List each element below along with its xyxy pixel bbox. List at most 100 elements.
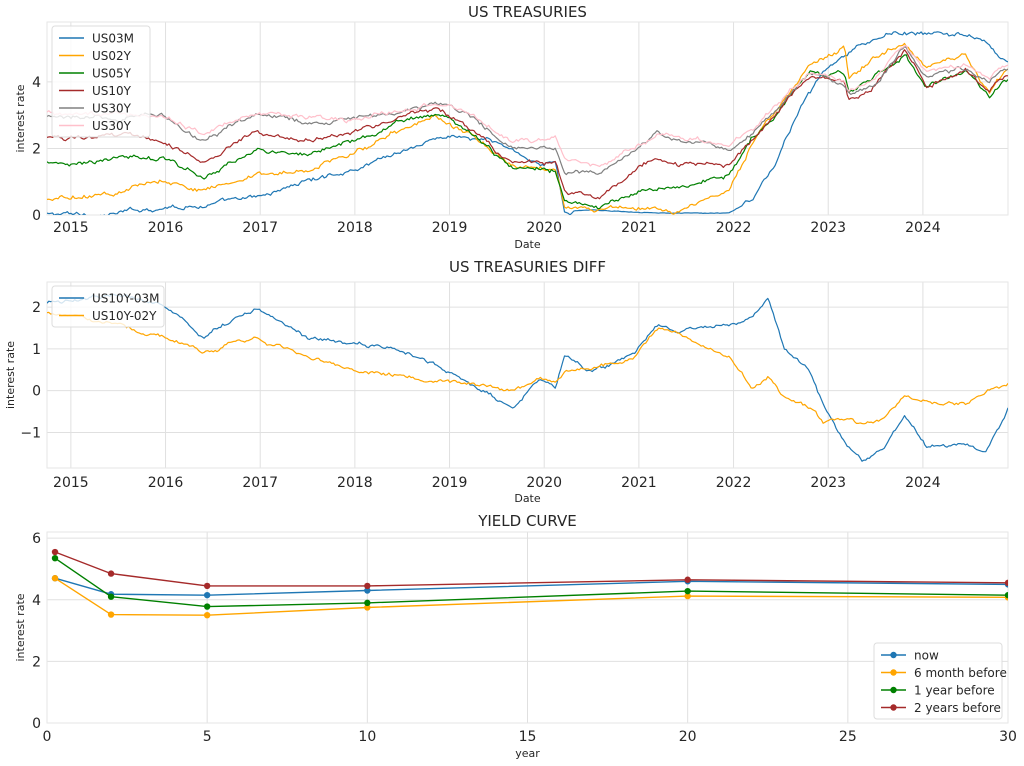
series-line-us05y	[47, 54, 1008, 210]
x-tick-label: 2015	[53, 475, 89, 491]
y-axis-label: interest rate	[4, 341, 17, 409]
data-point	[107, 611, 115, 618]
legend-label: US30Y	[92, 119, 132, 133]
series-line-us02y	[47, 42, 1008, 215]
data-point	[203, 591, 211, 599]
legend-label: US10Y-02Y	[92, 309, 157, 323]
x-tick-label: 5	[203, 729, 212, 745]
data-point	[1004, 579, 1008, 587]
x-tick-label: 2022	[716, 220, 752, 236]
x-tick-label: 2022	[716, 475, 752, 491]
legend-label: 6 month before	[914, 666, 1007, 680]
legend-box	[51, 285, 165, 328]
legend-box	[51, 25, 151, 138]
y-tick-label: 6	[32, 531, 41, 547]
x-tick-label: 2019	[432, 220, 468, 236]
x-tick-label: 2017	[242, 475, 278, 491]
data-point	[1004, 591, 1008, 599]
plot-area	[47, 282, 1008, 468]
legend-label: US10Y	[92, 84, 132, 98]
y-tick-label: 0	[32, 384, 41, 400]
y-axis-label: interest rate	[14, 84, 27, 152]
data-point	[51, 554, 59, 562]
x-tick-label: 25	[839, 729, 857, 745]
legend-box	[873, 642, 1003, 720]
x-tick-label: 30	[999, 729, 1017, 745]
x-axis-label: Date	[514, 238, 541, 251]
x-axis-label: Date	[514, 492, 541, 505]
data-point	[684, 587, 691, 595]
legend-label: US10Y-03M	[92, 292, 160, 306]
x-tick-label: 2016	[148, 475, 184, 491]
series-line-us10y-02y	[47, 311, 1008, 425]
series-line-6-month-before	[54, 577, 1008, 616]
y-tick-label: 2	[32, 654, 41, 670]
x-tick-label: 2017	[242, 220, 278, 236]
x-tick-label: 2018	[337, 475, 373, 491]
chart-title: US TREASURIES DIFF	[449, 258, 606, 276]
chart-panel-1: 2015 2016 2017 2018 2019 2020 2021 2022 2023 2024…	[14, 3, 1009, 251]
data-point	[684, 592, 691, 600]
x-axis-label: year	[515, 747, 540, 760]
data-point	[51, 575, 59, 582]
y-axis-label: interest rate	[14, 593, 27, 661]
x-tick-label: 2018	[337, 220, 373, 236]
legend-label: US02Y	[92, 49, 132, 63]
legend-label: US30Y	[92, 102, 132, 116]
y-tick-label: −1	[20, 425, 41, 441]
data-point	[364, 582, 371, 590]
series-line-us10y	[47, 49, 1008, 200]
legend: US10Y-03M US10Y-02Y	[51, 285, 165, 328]
x-tick-label: 2024	[905, 475, 941, 491]
x-tick-label: 15	[519, 729, 537, 745]
plot-frame	[46, 281, 1009, 469]
legend-label: 1 year before	[914, 684, 995, 698]
x-tick-label: 20	[679, 729, 697, 745]
series-line-1-year-before	[54, 557, 1008, 608]
x-tick-label: 2021	[621, 220, 657, 236]
plot-frame	[46, 531, 1009, 724]
data-point	[364, 604, 371, 611]
x-tick-label: 2023	[810, 475, 846, 491]
y-tick-label: 4	[32, 75, 41, 91]
series-line-us10y-03m	[47, 293, 1008, 462]
legend: US03M US02Y US05Y US10Y US30Y US30Y	[51, 25, 151, 138]
data-point	[203, 611, 211, 619]
legend-label: US05Y	[92, 67, 132, 81]
data-point	[684, 576, 691, 583]
legend-label: US03M	[92, 32, 134, 46]
data-point	[203, 603, 211, 610]
x-tick-label: 2015	[53, 220, 89, 236]
series-line-us03m	[47, 31, 1008, 215]
chart-title: US TREASURIES	[468, 3, 587, 21]
legend-marker	[890, 651, 897, 659]
y-tick-label: 2	[32, 300, 41, 316]
x-tick-label: 2023	[810, 220, 846, 236]
data-point	[107, 593, 115, 600]
x-tick-label: 10	[358, 729, 376, 745]
x-tick-label: 2021	[621, 475, 657, 491]
data-point	[364, 599, 371, 607]
y-tick-label: 2	[32, 141, 41, 157]
legend-label: now	[914, 649, 939, 663]
chart-title: YIELD CURVE	[477, 512, 577, 530]
legend-label: 2 years before	[914, 701, 1001, 715]
y-tick-label: 4	[32, 593, 41, 609]
legend-marker	[890, 704, 897, 711]
x-tick-label: 0	[43, 729, 52, 745]
data-point	[107, 570, 115, 577]
series-line-now	[54, 577, 1008, 596]
data-point	[364, 587, 371, 594]
plot-area	[47, 22, 1008, 215]
data-point	[203, 582, 211, 590]
x-tick-label: 2024	[905, 220, 941, 236]
legend-marker	[890, 686, 897, 694]
series-line-us30y	[47, 46, 1008, 176]
chart-panel-3: 0 5 10 15 20 25 30 0 2 4 6 YIELD CURVE year interest …	[14, 512, 1017, 760]
x-tick-label: 2020	[526, 475, 562, 491]
y-tick-label: 1	[32, 342, 41, 358]
x-tick-label: 2019	[432, 475, 468, 491]
y-tick-label: 0	[32, 716, 41, 732]
series-line-2-years-before	[54, 551, 1008, 587]
